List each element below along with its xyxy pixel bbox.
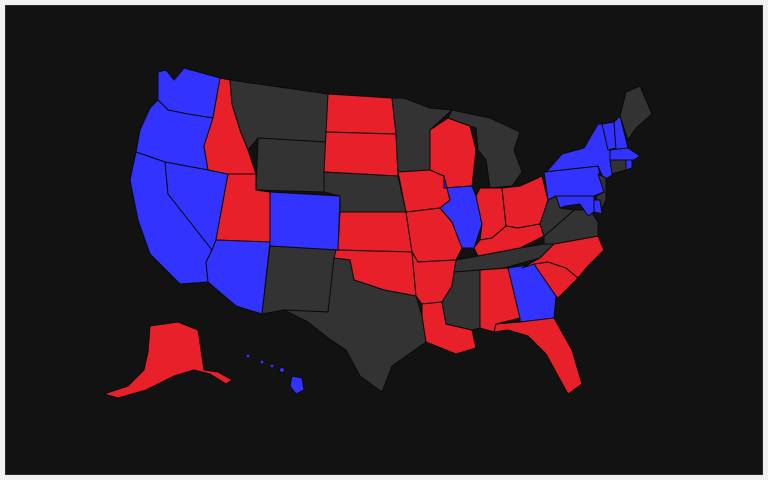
- state-CO[interactable]: [269, 191, 341, 251]
- state-SD[interactable]: [323, 131, 399, 177]
- state-MS[interactable]: [441, 269, 481, 331]
- state-CT[interactable]: [609, 159, 627, 175]
- state-ME[interactable]: [619, 85, 653, 141]
- state-HI[interactable]: [245, 353, 305, 395]
- state-NM[interactable]: [261, 245, 337, 315]
- state-DE[interactable]: [593, 199, 603, 215]
- state-FL[interactable]: [493, 317, 583, 395]
- state-RI[interactable]: [625, 159, 633, 171]
- state-AK[interactable]: [103, 321, 233, 399]
- state-MD[interactable]: [555, 195, 595, 217]
- state-TX[interactable]: [283, 257, 427, 393]
- state-KS[interactable]: [337, 211, 413, 253]
- state-WY[interactable]: [255, 137, 327, 193]
- state-ND[interactable]: [325, 93, 397, 135]
- state-MA[interactable]: [609, 147, 641, 161]
- state-AZ[interactable]: [205, 239, 271, 315]
